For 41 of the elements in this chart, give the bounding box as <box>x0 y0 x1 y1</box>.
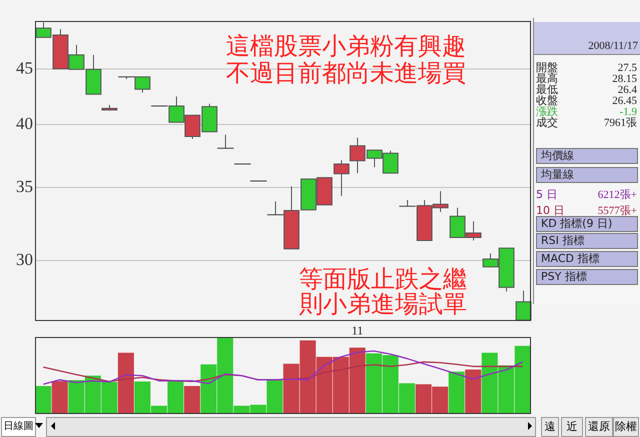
text: KD 指標(9 日) <box>536 216 638 232</box>
annotation: 這檔股票小弟粉有興趣 <box>226 32 466 60</box>
text: 均價線 <box>536 148 638 164</box>
annotation: 不過目前都尚未進場買 <box>226 59 466 88</box>
y-tick-label: 35 <box>16 177 33 196</box>
text: 收盤 <box>536 94 558 107</box>
text: 10 日 <box>536 204 564 217</box>
text: 6212張+ <box>598 189 637 201</box>
text: 除權 <box>613 417 639 437</box>
text: 27.5 <box>618 62 637 74</box>
text: 還原 <box>585 417 613 437</box>
text: 7961張 <box>604 117 637 129</box>
text: PSY 指標 <box>536 269 638 285</box>
text: 最高 <box>536 72 558 85</box>
y-tick-label: 40 <box>16 114 33 134</box>
text: 成交 <box>536 116 558 129</box>
text: -1.9 <box>620 106 637 118</box>
x-tick-label: 11 <box>352 323 364 338</box>
bar <box>118 352 134 414</box>
text: 2008/11/17 <box>588 40 638 52</box>
bar <box>184 386 200 414</box>
text: 最低 <box>536 83 558 96</box>
text: 日線圖 <box>1 417 36 437</box>
text: 均量線 <box>536 167 638 183</box>
text: 開盤 <box>536 61 558 74</box>
text: 近 <box>561 417 583 437</box>
bar <box>465 369 482 414</box>
text: 5577張+ <box>598 205 637 217</box>
bar <box>448 372 465 414</box>
bar <box>35 386 52 414</box>
text: 漲跌 <box>536 105 558 118</box>
y-tick-label: 45 <box>16 58 33 78</box>
y-tick-label: 30 <box>16 250 33 270</box>
text: 26.45 <box>612 95 637 107</box>
bar <box>52 381 68 414</box>
text: 28.15 <box>612 73 637 85</box>
text: MACD 指標 <box>536 251 638 267</box>
text: RSI 指標 <box>536 233 638 249</box>
text: 26.4 <box>618 84 637 96</box>
text: 遠 <box>541 417 559 437</box>
text: 5 日 <box>536 188 558 201</box>
